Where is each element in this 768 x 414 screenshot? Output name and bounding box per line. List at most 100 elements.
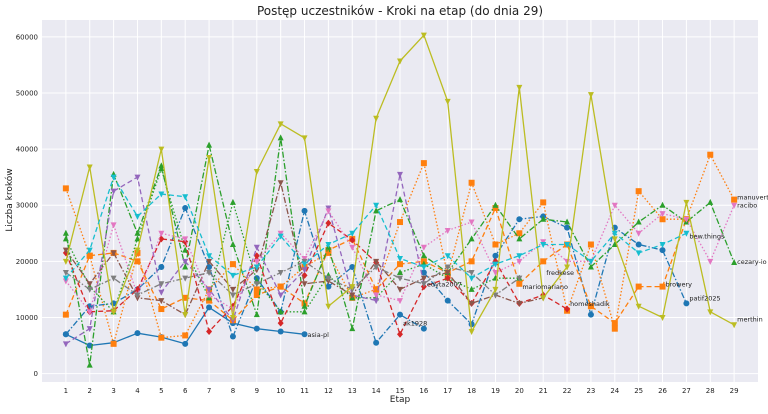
- series-14-point: [182, 194, 189, 201]
- series-bew-things-point: [468, 219, 475, 226]
- series-merthin-point: [731, 322, 738, 329]
- series-layer: [62, 32, 738, 368]
- series-browery-point: [158, 306, 165, 313]
- x-tick-label: 4: [135, 387, 140, 395]
- series-fredkese-point: [373, 258, 380, 265]
- series-fredkese-point: [397, 286, 403, 293]
- x-tick-label: 2: [87, 387, 91, 395]
- series-cezary-io: [62, 258, 523, 299]
- series-manuvert-point: [397, 219, 403, 226]
- series-racibo-point: [468, 235, 475, 242]
- series-14-point: [444, 253, 451, 260]
- series-bew-things-point: [158, 230, 165, 237]
- series-ak1928-point: [397, 311, 403, 318]
- x-tick-label: 23: [586, 387, 595, 395]
- series-manuvert-point: [731, 196, 738, 203]
- series-bew-things-point: [611, 202, 618, 209]
- series-manuvert-point: [62, 185, 69, 192]
- series-patif2025-point: [587, 311, 594, 318]
- series-end-label: racibo: [737, 202, 757, 210]
- series-ak1928-point: [62, 331, 69, 338]
- y-tick-label: 30000: [16, 202, 38, 210]
- series-14-point: [301, 261, 308, 268]
- series-homeshadik-point: [444, 274, 451, 282]
- series-racibo-point: [397, 196, 403, 203]
- x-tick-label: 11: [300, 387, 309, 395]
- series-bew-things-point: [206, 292, 213, 299]
- x-tick-label: 25: [634, 387, 643, 395]
- series-fredkese-point: [110, 250, 117, 257]
- series-browery-point: [492, 205, 499, 212]
- x-tick-label: 9: [255, 387, 259, 395]
- series-bew-things-point: [110, 222, 117, 229]
- y-tick-label: 0: [34, 370, 38, 378]
- series-14-point: [373, 202, 380, 209]
- series-merthin-point: [110, 309, 117, 316]
- series-bew-things-point: [420, 244, 427, 251]
- x-tick-label: 1: [64, 387, 68, 395]
- series-cezary-io-point: [373, 264, 380, 271]
- series-racibo-point: [659, 201, 666, 208]
- series-racibo-point: [206, 141, 213, 148]
- series-14-point: [62, 275, 69, 282]
- series-cezary-io-line: [65, 260, 520, 296]
- series-fredkese-point: [277, 180, 284, 187]
- x-tick-label: 7: [207, 387, 211, 395]
- series-merthin-point: [611, 236, 618, 243]
- series-bew-things-point: [373, 292, 380, 299]
- series-merthin-point: [444, 98, 451, 105]
- series-end-label: bew.things: [689, 233, 725, 241]
- series-browery-point: [325, 247, 332, 254]
- series-merthin-point: [301, 135, 308, 142]
- series-merthin-point: [564, 264, 571, 271]
- series-14-point: [564, 241, 571, 248]
- series-manuvert-point: [707, 151, 714, 158]
- series-end-label: patif2025: [689, 294, 720, 302]
- series-racibo-point: [134, 229, 141, 236]
- series-manuvert-point: [492, 241, 499, 248]
- series-homeshadik-point: [206, 327, 213, 335]
- series-merthin-point: [635, 303, 642, 310]
- x-tick-label: 27: [682, 387, 691, 395]
- series-cezary-io-point: [468, 270, 475, 277]
- series-14-point: [468, 275, 475, 282]
- series-racibo-point: [349, 325, 356, 332]
- series-browery-point: [587, 303, 594, 310]
- x-tick-label: 14: [372, 387, 381, 395]
- series-edyta2007-point: [110, 188, 117, 195]
- series-asia-pl-point: [253, 325, 260, 332]
- series-14-point: [86, 247, 93, 254]
- series-mariomariano-point: [134, 235, 141, 242]
- series-cezary-io-point: [325, 275, 332, 282]
- series-14-point: [492, 261, 499, 268]
- series-cezary-io-point: [420, 281, 427, 288]
- series-patif2025-point: [564, 224, 571, 231]
- series-bew-things-point: [253, 258, 260, 265]
- series-end-label: browery: [666, 280, 693, 288]
- series-edyta2007-point: [373, 298, 380, 305]
- series-patif2025-point: [444, 297, 451, 304]
- series-asia-pl-point: [277, 328, 284, 335]
- series-homeshadik-point: [397, 330, 403, 338]
- series-cezary-io-point: [134, 292, 141, 299]
- series-merthin-point: [325, 303, 332, 310]
- series-14-point: [635, 250, 642, 257]
- series-fredkese-point: [229, 286, 236, 293]
- series-cezary-io-point: [444, 264, 451, 271]
- series-bew-things-point: [731, 202, 738, 209]
- grid: [42, 20, 758, 382]
- x-axis-ticks: 1 2 3 4 5 6 7 8 9 10 11 12 13 14 15 16 17 18 19 20 21 22 23 24 2…: [64, 387, 739, 395]
- series-patif2025-point: [635, 241, 642, 248]
- series-homeshadik-line: [65, 222, 568, 335]
- series-racibo-point: [540, 215, 547, 222]
- series-14-point: [659, 241, 666, 248]
- x-axis-label: Etap: [390, 395, 411, 405]
- series-mariomariano-point: [229, 198, 236, 205]
- series-bew-things-point: [444, 227, 451, 234]
- series-browery-point: [635, 283, 642, 290]
- series-14-point: [325, 241, 332, 248]
- x-tick-label: 15: [396, 387, 405, 395]
- series-bew-things-point: [659, 211, 666, 218]
- series-browery-point: [397, 261, 403, 268]
